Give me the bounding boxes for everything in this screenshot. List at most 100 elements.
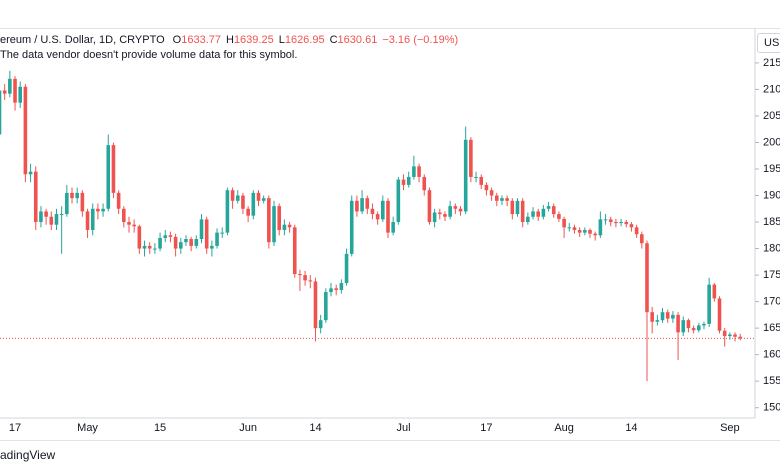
candle-body: [241, 195, 245, 209]
candle-body: [355, 200, 359, 212]
candle-body: [645, 243, 649, 313]
candle-body: [463, 139, 468, 212]
candle-body: [608, 219, 613, 223]
legend-row: ereum / U.S. Dollar, 1D, CRYPTO O1633.77 H…: [0, 33, 463, 48]
candle-body: [583, 229, 587, 233]
candle-body: [292, 227, 297, 275]
candle-body: [557, 214, 561, 219]
candle-body: [199, 219, 204, 240]
candle-body: [696, 325, 701, 331]
y-tick-label: 1850: [763, 216, 780, 228]
candle-body: [329, 288, 333, 293]
candle-body: [469, 139, 473, 177]
candle-body: [230, 190, 235, 201]
y-tick-label: 1550: [763, 375, 780, 387]
candle-body: [598, 219, 603, 236]
candle-body: [147, 245, 152, 249]
candle-body: [324, 292, 328, 321]
x-tick-label: 14: [309, 422, 321, 434]
x-tick-label: 17: [480, 422, 492, 434]
y-tick-label: 1500: [763, 402, 780, 414]
ohlc-value: 1626.95: [284, 34, 325, 46]
ohlc-label: C: [329, 34, 338, 46]
ohlc-label: H: [225, 34, 234, 46]
ohlc-value: 1639.25: [233, 34, 274, 46]
candle-body: [13, 78, 17, 103]
candle-body: [515, 200, 520, 215]
candle-body: [437, 212, 442, 215]
candle-body: [640, 234, 644, 244]
candle-body: [96, 208, 100, 212]
candle-body: [536, 211, 541, 217]
candle-body: [676, 314, 680, 333]
candle-body: [59, 214, 64, 216]
candle-body: [593, 233, 597, 236]
candle-body: [567, 227, 572, 229]
candle-body: [287, 224, 292, 228]
candle-body: [375, 214, 380, 220]
candle-body: [562, 218, 566, 228]
candle-body: [122, 208, 126, 223]
currency-button[interactable]: USD: [757, 33, 780, 53]
candle-body: [137, 226, 142, 249]
candle-body: [132, 224, 136, 227]
candle-body: [2, 90, 7, 94]
ohlc-value: 1633.77: [181, 34, 221, 46]
candle-body: [339, 283, 344, 290]
y-tick-label: 1750: [763, 269, 780, 281]
candle-body: [650, 312, 654, 322]
candle-body: [733, 334, 737, 337]
candle-body: [691, 328, 696, 331]
candle-body: [168, 235, 173, 237]
candle-body: [235, 195, 240, 201]
candle-body: [588, 229, 592, 234]
candle-body: [90, 208, 95, 230]
candle-body: [303, 275, 307, 281]
candle-body: [422, 176, 427, 191]
x-tick-label: Sep: [720, 422, 740, 434]
candle-body: [106, 145, 111, 209]
candle-body: [722, 330, 727, 337]
candle-body: [220, 232, 225, 234]
candle-body: [401, 179, 406, 185]
y-tick-label: 1600: [763, 349, 780, 361]
candle-body: [629, 224, 634, 228]
candle-body: [75, 192, 79, 199]
candle-body: [153, 248, 157, 250]
footer: adingView: [0, 440, 780, 470]
ohlc-value: 1630.61: [337, 34, 378, 46]
candle-body: [204, 219, 209, 249]
candle-body: [178, 242, 183, 249]
candle-body: [541, 208, 546, 217]
candle-body: [349, 200, 354, 254]
candle-body: [712, 284, 717, 299]
y-tick-label: 2000: [763, 136, 780, 148]
candle-body: [298, 274, 302, 276]
candle-body: [546, 206, 551, 209]
candle-body: [484, 184, 489, 191]
candle-body: [603, 219, 608, 221]
candle-body: [85, 211, 90, 230]
y-tick-label: 2050: [763, 110, 780, 122]
candle-body: [702, 323, 706, 326]
chart: 2150 2100 2050 2000 1950 1900 1850 1800 1750 1700…: [0, 28, 780, 434]
candle-body: [184, 239, 188, 243]
candle-body: [432, 212, 437, 223]
candle-body: [381, 200, 385, 220]
candle-body: [225, 190, 230, 233]
y-tick-label: 1900: [763, 189, 780, 201]
candle-body: [614, 222, 618, 224]
candle-body: [127, 222, 131, 225]
candle-body: [634, 227, 639, 235]
ohlc-label: O: [172, 34, 182, 46]
candle-body: [572, 227, 577, 230]
candle-body: [246, 208, 250, 216]
candle-body: [142, 245, 147, 249]
candle-body: [717, 298, 722, 331]
candle-body: [267, 198, 271, 243]
watermark: adingView: [0, 448, 56, 462]
candle-body: [531, 211, 535, 217]
candle-body: [494, 195, 499, 201]
y-tick-label: 2100: [763, 83, 780, 95]
